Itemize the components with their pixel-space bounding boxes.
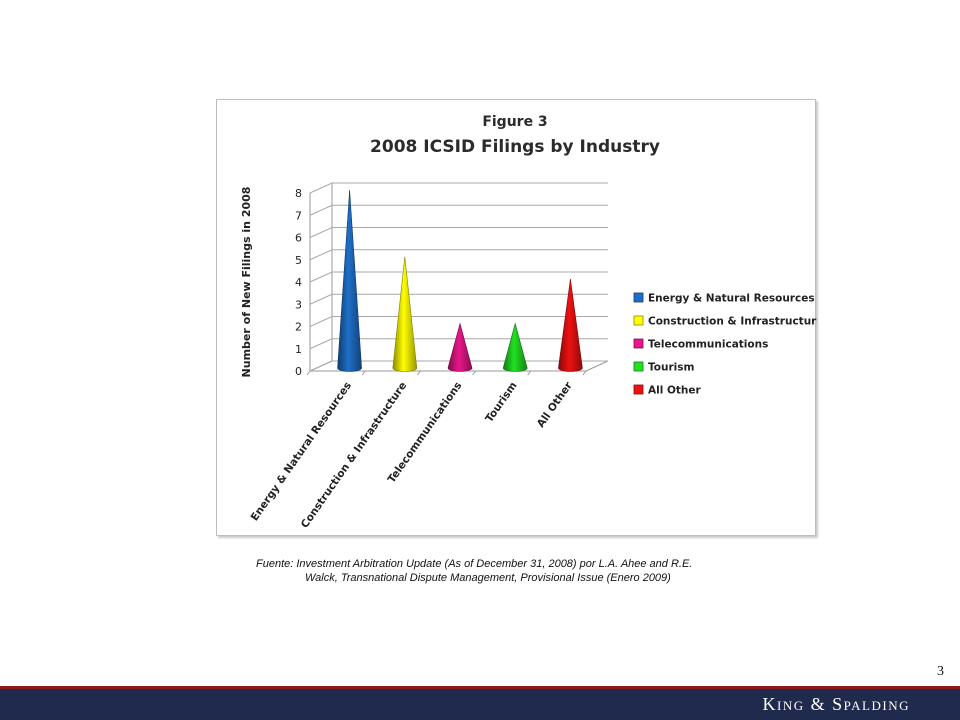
legend-swatch — [633, 315, 644, 326]
x-tick-label: All Other — [535, 379, 576, 430]
source-note: Fuente: Investment Arbitration Update (A… — [256, 557, 796, 585]
gridline — [309, 204, 608, 216]
cone-bar — [337, 189, 362, 372]
x-tick-label: Construction & Infrastructure — [299, 380, 409, 531]
x-tick-mark — [582, 370, 587, 376]
chart-frame: Figure 3 2008 ICSID Filings by Industry … — [216, 99, 817, 536]
x-tick-label: Tourism — [483, 380, 519, 425]
plot-area: 0 1 2 3 4 5 6 7 8 Energy & Natural ResourcesConst… — [249, 182, 609, 531]
legend-label: Tourism — [648, 362, 694, 374]
y-tick-label: 4 — [295, 276, 302, 289]
chart-title: 2008 ICSID Filings by Industry — [370, 137, 660, 157]
y-tick-label: 0 — [295, 365, 302, 378]
y-tick-label: 3 — [295, 298, 302, 311]
cone-bar — [558, 278, 583, 372]
y-tick-label: 2 — [295, 321, 302, 334]
y-tick-label: 1 — [295, 343, 302, 356]
y-tick-label: 8 — [295, 187, 302, 200]
y-axis-label: Number of New Filings in 2008 — [240, 187, 253, 378]
x-tick-mark — [472, 370, 477, 376]
legend-swatch — [633, 361, 644, 372]
chart-svg: Figure 3 2008 ICSID Filings by Industry … — [240, 114, 817, 531]
y-tick-label: 7 — [295, 209, 302, 222]
x-tick-label: Energy & Natural Resources — [249, 380, 354, 523]
x-tick-mark — [361, 370, 366, 376]
gridline — [309, 293, 608, 305]
legend: Energy & Natural Resources Construction &… — [633, 292, 817, 397]
gridline — [309, 271, 608, 283]
legend-swatch — [633, 338, 644, 349]
legend-label: All Other — [648, 385, 702, 397]
page-number: 3 — [937, 664, 944, 679]
x-tick-mark — [527, 370, 532, 376]
legend-label: Construction & Infrastructure — [648, 316, 817, 328]
chart-subtitle: Figure 3 — [482, 114, 547, 130]
footer-bar — [0, 689, 960, 720]
legend-swatch — [633, 292, 644, 303]
gridline — [309, 182, 608, 194]
cone-bar — [502, 322, 528, 372]
gridline — [309, 316, 608, 327]
y-tick-label: 6 — [295, 232, 302, 245]
footer-accent-line — [0, 686, 960, 689]
source-line-2: Walck, Transnational Dispute Management,… — [305, 572, 671, 584]
x-tick-mark — [416, 370, 421, 376]
legend-label: Telecommunications — [648, 339, 768, 351]
x-tick-mark — [306, 370, 311, 376]
brand-logo: King & Spalding — [762, 694, 910, 714]
gridline — [309, 249, 608, 261]
legend-label: Energy & Natural Resources — [648, 293, 815, 305]
legend-swatch — [633, 384, 644, 395]
source-line-1: Fuente: Investment Arbitration Update (A… — [256, 558, 693, 570]
cone-bar — [447, 322, 473, 372]
gridline — [309, 227, 608, 238]
y-tick-label: 5 — [295, 254, 302, 267]
cone-bar — [392, 256, 418, 372]
